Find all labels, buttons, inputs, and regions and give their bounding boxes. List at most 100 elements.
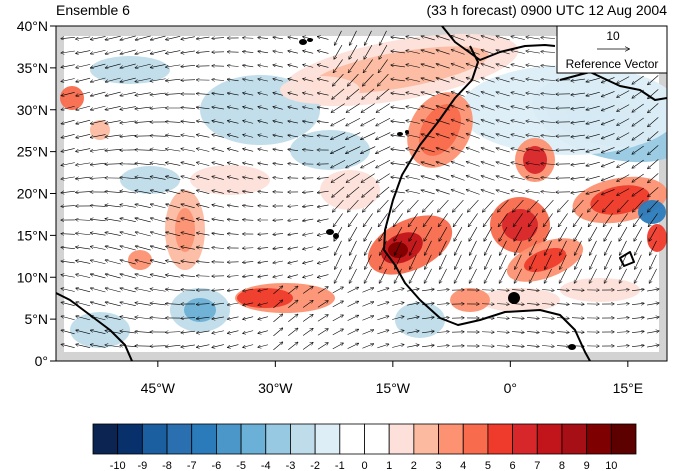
- wind-vector: [197, 247, 210, 249]
- wind-vector: [511, 78, 525, 82]
- wind-vector: [574, 240, 582, 255]
- wind-vector: [379, 226, 388, 241]
- wind-vector: [513, 213, 523, 226]
- wind-vector: [346, 146, 361, 154]
- colorbar-label: 3: [435, 460, 441, 471]
- wind-vector: [347, 301, 359, 307]
- wind-vector: [317, 191, 329, 193]
- wind-vector: [197, 344, 210, 348]
- wind-vector: [91, 105, 106, 110]
- wind-vector: [407, 303, 419, 306]
- wind-vector: [243, 163, 254, 166]
- wind-vector: [526, 121, 540, 124]
- wind-vector: [541, 51, 556, 52]
- wind-vector: [105, 35, 121, 40]
- wind-vector: [166, 176, 181, 180]
- wind-vector: [166, 345, 181, 347]
- wind-vector: [511, 318, 524, 319]
- wind-vector: [181, 232, 195, 236]
- wind-vector: [559, 268, 567, 283]
- wind-vector: [228, 344, 239, 348]
- wind-vector: [331, 146, 346, 154]
- wind-vector: [302, 343, 313, 350]
- wind-vector: [496, 50, 510, 55]
- wind-vector: [181, 36, 195, 40]
- wind-vector: [556, 332, 569, 333]
- wind-vector: [212, 344, 224, 348]
- wind-vector: [619, 240, 627, 255]
- wind-vector: [349, 30, 357, 45]
- wind-vector: [197, 135, 210, 138]
- wind-vector: [76, 177, 91, 179]
- wind-vector: [601, 91, 615, 96]
- wind-vector: [526, 51, 540, 54]
- wind-vector: [528, 199, 539, 212]
- wind-vector: [451, 176, 465, 181]
- wind-vector: [391, 177, 405, 180]
- longitude-axis: 45°W 30°W 15°W 0° 15°E: [141, 361, 643, 396]
- wind-vector: [511, 64, 525, 68]
- wind-vector: [558, 213, 568, 226]
- wind-vector: [647, 303, 659, 306]
- wind-vector: [648, 131, 659, 140]
- wind-vector: [617, 90, 630, 98]
- wind-vector: [481, 162, 495, 167]
- wind-vector: [616, 332, 629, 333]
- colorbar: -10 -9 -8 -7 -6 -5 -4 -3 -2 -1 0 1 2 3 4 5 6 7 8 9 10: [92, 423, 637, 471]
- wind-vector: [451, 134, 465, 139]
- colorbar-label: -10: [110, 460, 126, 471]
- wind-vector: [436, 134, 450, 139]
- field-contour-patch: [647, 224, 667, 252]
- wind-vector: [91, 120, 106, 123]
- wind-vector: [120, 49, 136, 54]
- wind-vector: [135, 78, 151, 81]
- wind-vector: [556, 304, 569, 305]
- wind-vector: [496, 318, 509, 319]
- wind-vector: [243, 275, 254, 277]
- reference-vector-frame: [556, 25, 668, 74]
- wind-vector: [303, 260, 314, 264]
- wind-vector: [197, 107, 210, 109]
- wind-vector: [273, 178, 284, 179]
- wind-vector: [258, 93, 268, 96]
- wind-vector: [541, 149, 556, 150]
- wind-vector: [181, 261, 195, 264]
- wind-vector: [362, 316, 373, 321]
- wind-vector: [166, 135, 181, 137]
- wind-vector: [601, 119, 615, 124]
- wind-vector: [332, 186, 345, 197]
- wind-vector: [393, 199, 404, 212]
- wind-vector: [541, 37, 556, 38]
- colorbar-label: -1: [335, 460, 345, 471]
- wind-vector: [511, 120, 525, 124]
- wind-vector: [451, 120, 465, 125]
- wind-vector: [348, 213, 358, 226]
- wind-vector: [466, 120, 480, 125]
- wind-vector: [391, 37, 405, 40]
- wind-vector: [166, 149, 181, 152]
- wind-vector: [604, 268, 612, 283]
- wind-vector: [120, 232, 136, 237]
- wind-vector: [588, 199, 599, 212]
- wind-vector: [424, 226, 433, 241]
- wind-vector: [105, 149, 121, 150]
- wind-vector: [61, 133, 75, 137]
- wind-vector: [526, 135, 540, 138]
- wind-vector: [349, 226, 358, 241]
- wind-vector: [436, 190, 450, 195]
- wind-vector: [212, 93, 225, 95]
- wind-vector: [332, 329, 343, 336]
- wind-vector: [470, 254, 477, 269]
- island: [299, 39, 307, 45]
- wind-vector: [61, 234, 75, 235]
- wind-vector: [408, 199, 419, 212]
- wind-vector: [105, 120, 121, 124]
- wind-vector: [541, 317, 554, 318]
- wind-vector: [227, 205, 239, 207]
- wind-vector: [648, 145, 659, 154]
- wind-vector-layer: [61, 30, 659, 351]
- wind-vector: [406, 36, 420, 40]
- wind-vector: [317, 204, 329, 207]
- wind-vector: [541, 163, 556, 164]
- wind-vector: [76, 274, 91, 278]
